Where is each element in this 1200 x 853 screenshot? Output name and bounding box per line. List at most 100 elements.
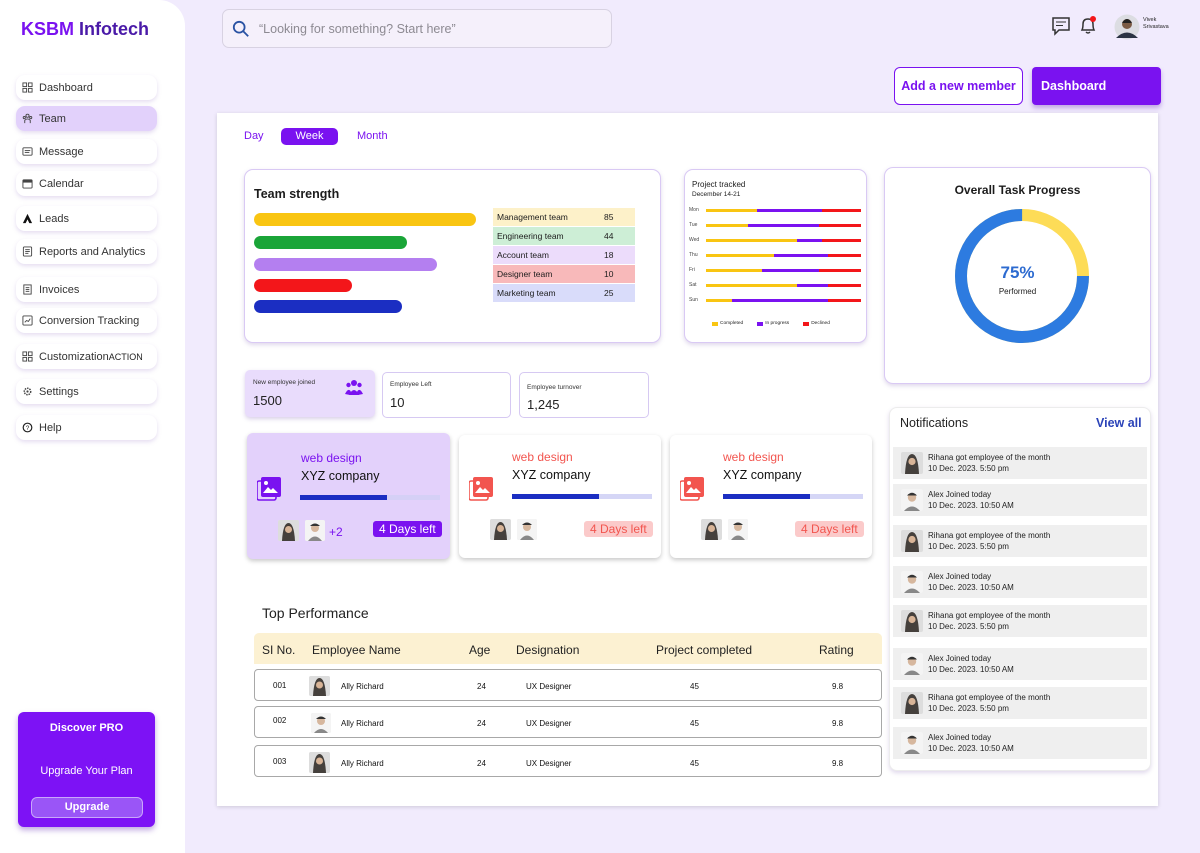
sidebar-item-team[interactable]: Team — [16, 106, 157, 131]
task-progress-sub: Performed — [998, 287, 1037, 296]
notification-item[interactable]: Alex Joined today 10 Dec. 2023. 10:50 AM — [893, 648, 1147, 680]
project-tracked-date: December 14-21 — [692, 191, 741, 198]
stat-value: 1500 — [253, 393, 282, 408]
notifications-title: Notifications — [900, 416, 969, 430]
notification-text: Rihana got employee of the month — [928, 531, 1051, 540]
project-card[interactable]: web design XYZ company 4 Days left — [459, 435, 661, 558]
bell-icon[interactable] — [1078, 15, 1098, 35]
user-avatar-icon — [1114, 14, 1140, 40]
sidebar-item-calendar[interactable]: Calendar — [16, 171, 157, 196]
bar-segment-in-progress — [757, 209, 823, 212]
notification-time: 10 Dec. 2023. 5:50 pm — [928, 622, 1009, 631]
invoice-icon — [23, 284, 32, 295]
upgrade-button[interactable]: Upgrade — [31, 797, 143, 818]
message-icon — [22, 147, 33, 156]
stat-value: 10 — [390, 395, 405, 410]
project-tracked-rows: Mon Tue Wed Thu Fri Sat Sun — [689, 207, 861, 314]
notification-text: Alex Joined today — [928, 490, 992, 499]
notification-item[interactable]: Alex Joined today 10 Dec. 2023. 10:50 AM — [893, 566, 1147, 598]
view-all-link[interactable]: View all — [1096, 416, 1142, 430]
search-input[interactable] — [259, 21, 579, 36]
project-category: web design — [512, 450, 573, 464]
table-row[interactable]: 002 Ally Richard 24 UX Designer 45 9.8 — [254, 706, 882, 738]
cell-rating: 9.8 — [832, 719, 844, 728]
help-icon: ? — [22, 422, 33, 433]
brand-logo: KSBM Infotech — [21, 19, 150, 39]
sidebar-item-label: Conversion Tracking — [39, 314, 140, 327]
project-company: XYZ company — [723, 468, 802, 482]
bar-segment-declined — [819, 224, 861, 227]
project-progress-track — [723, 494, 863, 499]
project-progress-fill — [300, 495, 387, 500]
sidebar-item-invoices[interactable]: Invoices — [16, 277, 157, 302]
notification-avatar — [901, 732, 923, 754]
notification-item[interactable]: Alex Joined today 10 Dec. 2023. 10:50 AM — [893, 727, 1147, 759]
notification-avatar — [901, 610, 923, 632]
sidebar-item-message[interactable]: Message — [16, 139, 157, 164]
sidebar-item-label: Team — [39, 112, 66, 125]
bar-segment-in-progress — [797, 284, 829, 287]
notification-avatar — [901, 692, 923, 714]
notification-item[interactable]: Rihana got employee of the month 10 Dec. … — [893, 447, 1147, 479]
sidebar-item-dashboard[interactable]: Dashboard — [16, 75, 157, 100]
notification-text: Alex Joined today — [928, 572, 992, 581]
tab-month[interactable]: Month — [357, 130, 388, 142]
project-progress-fill — [512, 494, 599, 499]
cell-name: Ally Richard — [341, 682, 384, 691]
notification-time: 10 Dec. 2023. 10:50 AM — [928, 501, 1014, 510]
cell-projects: 45 — [690, 719, 699, 728]
notification-avatar — [901, 452, 923, 474]
sidebar-item-label: Leads — [39, 212, 69, 225]
employee-avatar — [309, 676, 330, 696]
tab-day[interactable]: Day — [244, 130, 264, 142]
project-day-label: Mon — [689, 207, 699, 213]
notification-item[interactable]: Rihana got employee of the month 10 Dec. … — [893, 605, 1147, 637]
notification-item[interactable]: Rihana got employee of the month 10 Dec. … — [893, 687, 1147, 719]
project-category: web design — [723, 450, 784, 464]
sidebar-item-leads[interactable]: Leads — [16, 206, 157, 231]
notification-item[interactable]: Alex Joined today 10 Dec. 2023. 10:50 AM — [893, 484, 1147, 516]
cell-name: Ally Richard — [341, 759, 384, 768]
team-strength-card: Team strength Management team 85 Engineer… — [244, 169, 661, 343]
cell-age: 24 — [477, 719, 486, 728]
sidebar-item-settings[interactable]: Settings — [16, 379, 157, 404]
employee-avatar — [311, 713, 331, 733]
notification-item[interactable]: Rihana got employee of the month 10 Dec. … — [893, 525, 1147, 557]
table-row[interactable]: 003 Ally Richard 24 UX Designer 45 9.8 — [254, 745, 882, 777]
dashboard-button[interactable]: Dashboard — [1032, 67, 1161, 105]
tab-week[interactable]: Week — [281, 128, 338, 145]
sidebar-item-reports[interactable]: Reports and Analytics — [16, 239, 157, 264]
pro-subtitle: Upgrade Your Plan — [40, 765, 133, 777]
sidebar-item-tag: ACTION — [108, 351, 143, 362]
cell-designation: UX Designer — [526, 682, 572, 691]
search-bar[interactable] — [222, 9, 612, 48]
table-row[interactable]: 001 Ally Richard 24 UX Designer 45 9.8 — [254, 669, 882, 701]
notification-time: 10 Dec. 2023. 5:50 pm — [928, 704, 1009, 713]
legend-row: Designer team 10 — [493, 265, 635, 284]
project-card[interactable]: web design XYZ company +2 4 Days left — [247, 433, 450, 559]
stat-value: 1,245 — [527, 397, 560, 412]
column-header: Rating — [819, 643, 854, 657]
project-day-label: Sat — [689, 282, 697, 288]
add-member-button[interactable]: Add a new member — [894, 67, 1023, 105]
cell-designation: UX Designer — [526, 759, 572, 768]
sidebar-item-help[interactable]: ? Help — [16, 415, 157, 440]
dashboard-grid-icon — [22, 82, 33, 93]
notification-avatar — [901, 653, 923, 675]
stat-employee-left: Employee Left 10 — [382, 372, 511, 418]
project-card[interactable]: web design XYZ company 4 Days left — [670, 435, 872, 558]
bar-segment-completed — [706, 284, 798, 287]
chat-icon[interactable] — [1051, 16, 1071, 36]
avatar[interactable] — [1114, 14, 1144, 41]
team-bar-account — [254, 258, 437, 271]
sidebar-item-conversion[interactable]: Conversion Tracking — [16, 308, 157, 333]
bar-segment-declined — [828, 299, 861, 302]
bar-segment-declined — [822, 209, 861, 212]
cell-name: Ally Richard — [341, 719, 384, 728]
cell-rating: 9.8 — [832, 682, 844, 691]
donut-progress — [955, 209, 1089, 343]
days-left-badge: 4 Days left — [795, 521, 864, 537]
column-header: Designation — [516, 643, 580, 657]
sidebar-item-customization[interactable]: Customization ACTION — [16, 344, 157, 369]
conversion-icon — [22, 315, 33, 326]
